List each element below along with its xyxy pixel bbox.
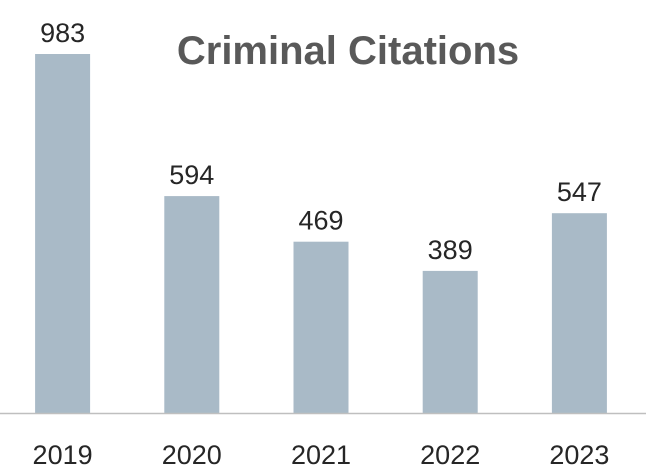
bar-2021 [293,241,349,413]
data-labels-group: 983 594 469 389 547 [40,18,602,265]
x-tick-label-2022: 2022 [420,440,480,466]
x-tick-label-2023: 2023 [549,440,609,466]
x-tick-label-2019: 2019 [33,440,93,466]
data-label-2021: 469 [298,206,343,236]
bar-2020 [164,196,220,413]
chart-title: Criminal Citations [177,29,519,73]
x-tick-label-2020: 2020 [162,440,222,466]
data-label-2022: 389 [428,235,473,265]
bar-2022 [422,270,478,413]
x-tick-label-2021: 2021 [291,440,351,466]
bars-group [35,54,607,413]
data-label-2023: 547 [557,177,602,207]
bar-2019 [35,54,91,413]
data-label-2019: 983 [40,18,85,48]
bar-2023 [551,213,607,413]
tick-labels-group: 2019 2020 2021 2022 2023 [33,440,610,466]
data-label-2020: 594 [169,160,214,190]
